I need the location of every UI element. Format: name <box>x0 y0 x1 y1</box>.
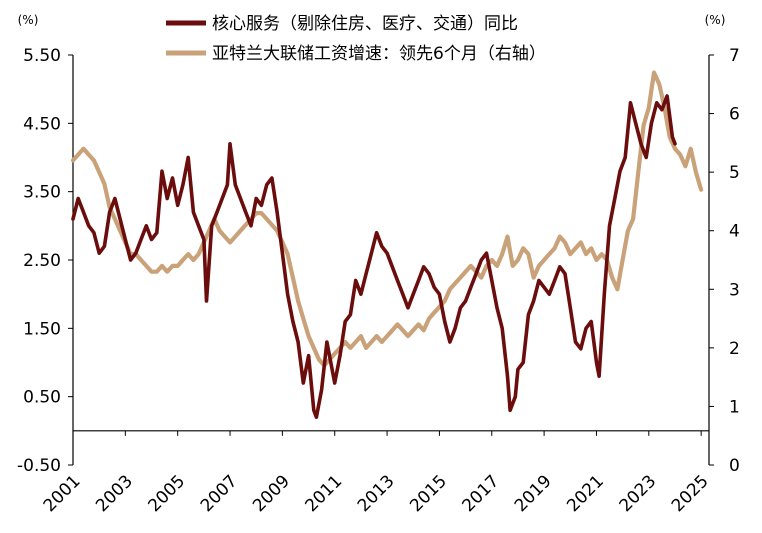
right-y-tick-label: 0 <box>729 456 740 476</box>
legend-label-atlanta-fed-wage: 亚特兰大联储工资增速：领先6个月（右轴） <box>212 44 546 64</box>
left-y-tick-label: 5.50 <box>23 46 61 66</box>
series-layer <box>70 70 704 419</box>
x-tick-label: 2019 <box>511 471 556 516</box>
x-tick-label: 2001 <box>40 471 85 516</box>
right-y-tick-label: 5 <box>729 163 740 183</box>
x-ticks: 2001 2003 2005 2007 2009 2011 2013 2015 2017 2019… <box>40 430 713 516</box>
x-tick-label: 2023 <box>616 471 661 516</box>
legend: 核心服务（剔除住房、医疗、交通）同比 亚特兰大联储工资增速：领先6个月（右轴） <box>166 14 546 64</box>
x-tick-label: 2025 <box>668 471 713 516</box>
series-line-core-services <box>71 94 677 419</box>
left-y-tick-label: 4.50 <box>23 114 61 134</box>
series-line-atlanta-fed-wage <box>70 70 704 368</box>
right-y-tick-label: 1 <box>729 397 740 417</box>
right-y-tick-label: 3 <box>729 280 740 300</box>
x-tick-label: 2009 <box>249 471 294 516</box>
x-tick-label: 2013 <box>354 471 399 516</box>
right-y-tick-label: 6 <box>729 105 740 125</box>
left-y-tick-label: 3.50 <box>23 183 61 203</box>
right-y-tick-label: 4 <box>729 222 740 242</box>
left-y-ticks: 5.50 4.50 3.50 2.50 1.50 0.50 -0.50 <box>17 46 73 476</box>
x-tick-label: 2003 <box>92 471 137 516</box>
left-y-tick-label: -0.50 <box>17 456 61 476</box>
x-tick-label: 2011 <box>302 471 347 516</box>
right-y-tick-label: 2 <box>729 339 740 359</box>
left-y-tick-label: 1.50 <box>23 319 61 339</box>
legend-label-core-services: 核心服务（剔除住房、医疗、交通）同比 <box>212 14 518 34</box>
right-y-unit-label: (%) <box>705 13 726 27</box>
x-tick-label: 2017 <box>459 471 504 516</box>
left-y-tick-label: 2.50 <box>23 251 61 271</box>
x-tick-label: 2007 <box>197 471 242 516</box>
x-tick-label: 2005 <box>144 471 189 516</box>
x-tick-label: 2021 <box>563 471 608 516</box>
left-y-tick-label: 0.50 <box>23 388 61 408</box>
right-y-ticks: 7 6 5 4 3 2 1 0 <box>709 46 740 476</box>
x-tick-label: 2015 <box>406 471 451 516</box>
left-y-unit-label: (%) <box>18 13 39 27</box>
right-y-tick-label: 7 <box>729 46 740 66</box>
